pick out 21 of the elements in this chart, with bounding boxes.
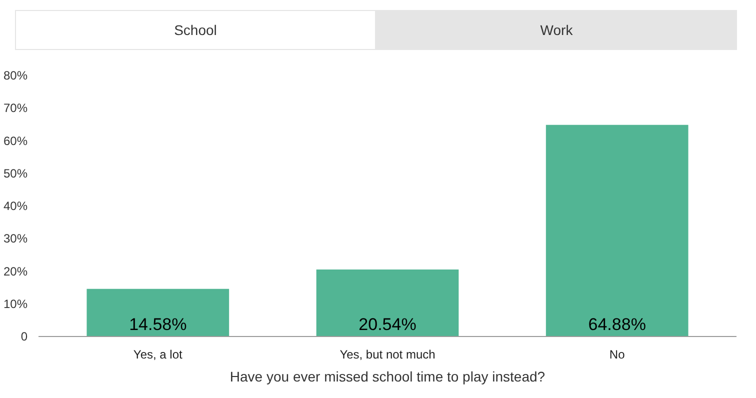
y-tick-label: 50% (3, 166, 28, 180)
y-tick-label: 70% (3, 101, 28, 116)
bar (86, 288, 230, 336)
tab: Work (376, 10, 737, 50)
data-label: 14.58% (129, 315, 187, 334)
tab: School (15, 10, 376, 50)
y-tick-label: 0 (20, 330, 28, 344)
y-tick-label: 80% (3, 68, 28, 82)
y-tick-label: 30% (3, 232, 28, 246)
y-tick-label: 20% (3, 264, 28, 278)
bar (316, 269, 459, 336)
y-tick-label: 60% (3, 134, 28, 148)
x-tick-label: No (609, 348, 626, 362)
bar (546, 124, 688, 336)
data-label: 64.88% (588, 315, 646, 334)
x-tick-label: Yes, but not much (340, 348, 436, 362)
x-tick-label: Yes, a lot (133, 348, 184, 362)
data-label: 20.54% (358, 315, 416, 334)
x-axis-title: Have you ever missed school time to play instead? (230, 368, 546, 384)
y-tick-label: 10% (3, 296, 28, 311)
y-tick-label: 40% (3, 199, 28, 213)
